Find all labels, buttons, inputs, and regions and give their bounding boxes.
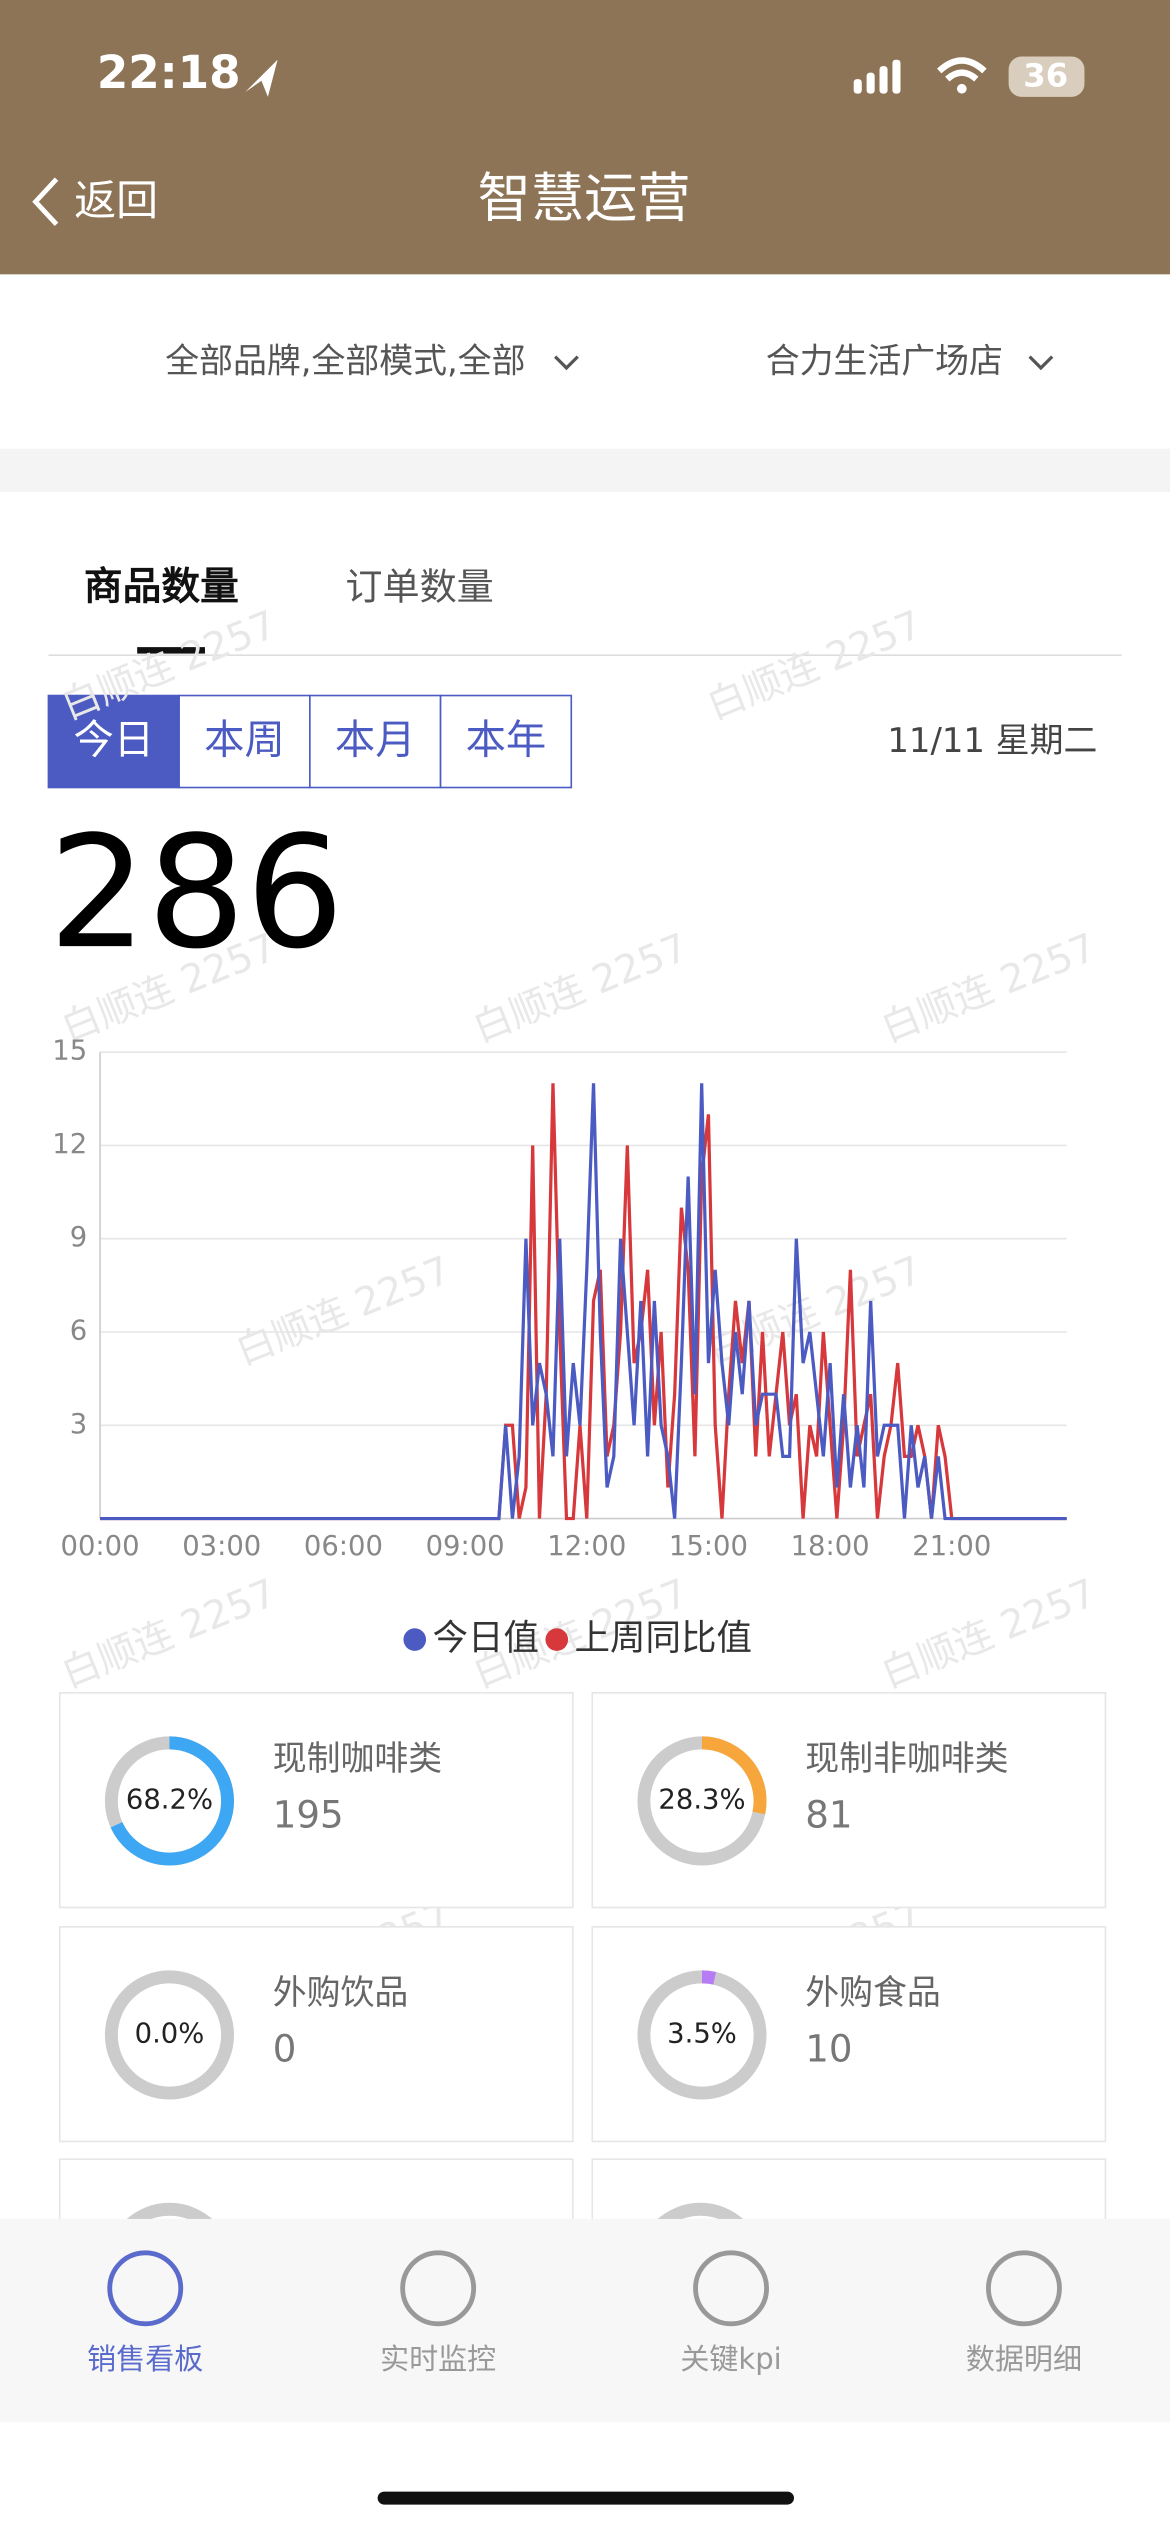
tab-icon[interactable] [107,2250,184,2327]
x-tick-label: 00:00 [61,1531,140,1562]
series-line [100,1083,1067,1521]
tab-icon[interactable] [400,2250,477,2327]
watermark: 白顺连 2257 [55,1571,282,1698]
x-tick-label: 18:00 [791,1531,870,1562]
card-count: 195 [273,1794,344,1837]
period-label: 今日 [73,716,154,763]
x-tick-label: 06:00 [304,1531,383,1562]
legend-dot [545,1628,569,1651]
home-indicator [377,2491,794,2505]
category-card [591,1692,1107,1909]
battery-level: 36 [1023,56,1068,94]
card-count: 10 [805,2028,852,2071]
back-button[interactable]: 返回 [74,176,158,225]
category-card [58,1692,574,1909]
chevron [554,355,579,371]
x-tick-label: 12:00 [547,1531,626,1562]
x-tick-label: 21:00 [912,1531,991,1562]
date-label: 11/11 星期二 [887,721,1097,760]
donut-label: 68.2% [126,1784,213,1815]
donut-label: 0.0% [135,2018,205,2049]
page-title: 智慧运营 [478,167,691,229]
tab-icon[interactable] [986,2250,1062,2327]
period-label: 本月 [335,716,416,763]
tab-bar [0,2218,1170,2423]
period-label: 本周 [204,716,285,763]
brand-filter[interactable]: 全部品牌,全部模式,全部 [165,342,525,381]
signal-icon [853,59,901,94]
card-count: 0 [273,2028,297,2071]
watermark: 白顺连 2257 [875,925,1102,1052]
y-tick-label: 15 [52,1036,87,1067]
tab-icon[interactable] [693,2250,769,2327]
y-tick-label: 3 [70,1409,87,1440]
tab-label[interactable]: 销售看板 [87,2342,203,2376]
category-card [58,1926,574,2143]
donut-label: 28.3% [658,1784,745,1815]
watermark: 白顺连 2257 [875,1571,1102,1698]
tab-label[interactable]: 关键kpi [680,2342,781,2376]
tab-underline [137,647,205,654]
series-line [100,1083,1067,1521]
total-value: 286 [48,802,344,983]
location-icon [245,59,278,97]
card-name: 外购饮品 [273,1973,408,2012]
x-tick-label: 03:00 [182,1531,261,1562]
period-button[interactable] [47,694,180,789]
y-tick-label: 6 [70,1316,87,1347]
tab-active[interactable]: 商品数量 [84,565,239,610]
donut-track [104,1970,235,2100]
y-tick-label: 12 [52,1129,87,1160]
legend-label: 上周同比值 [575,1618,753,1659]
card-name: 现制咖啡类 [273,1739,442,1778]
donut-arc [637,1736,767,1866]
card-name: 外购食品 [805,1973,941,2012]
wifi-icon [937,57,987,82]
donut-label: 3.5% [667,2018,737,2049]
period-button[interactable] [439,694,573,789]
store-filter[interactable]: 合力生活广场店 [766,342,1003,381]
back-icon[interactable] [32,177,59,226]
battery [1008,56,1085,97]
tab[interactable]: 订单数量 [345,566,493,609]
legend-label: 今日值 [432,1618,539,1659]
donut-arc [104,1736,235,1866]
x-tick-label: 15:00 [669,1531,748,1562]
tab-label[interactable]: 实时监控 [380,2342,496,2376]
watermark: 白顺连 2257 [467,925,694,1052]
card-count: 81 [805,1794,852,1837]
card-name: 现制非咖啡类 [805,1739,1008,1778]
period-label: 本年 [466,716,547,763]
x-tick-label: 09:00 [426,1531,505,1562]
header-bg [0,0,1170,275]
chevron [1028,355,1054,371]
home-area [0,2422,1170,2532]
tab-label[interactable]: 数据明细 [966,2342,1082,2376]
category-card [591,1926,1107,2143]
separator [0,448,1170,493]
watermark: 白顺连 2257 [701,602,928,729]
legend-dot [403,1628,427,1651]
y-tick-label: 9 [70,1222,87,1253]
status-time: 22:18 [97,46,241,99]
watermark: 白顺连 2257 [230,1248,457,1375]
donut-arc [637,1970,767,2100]
wifi-dot [956,83,967,94]
